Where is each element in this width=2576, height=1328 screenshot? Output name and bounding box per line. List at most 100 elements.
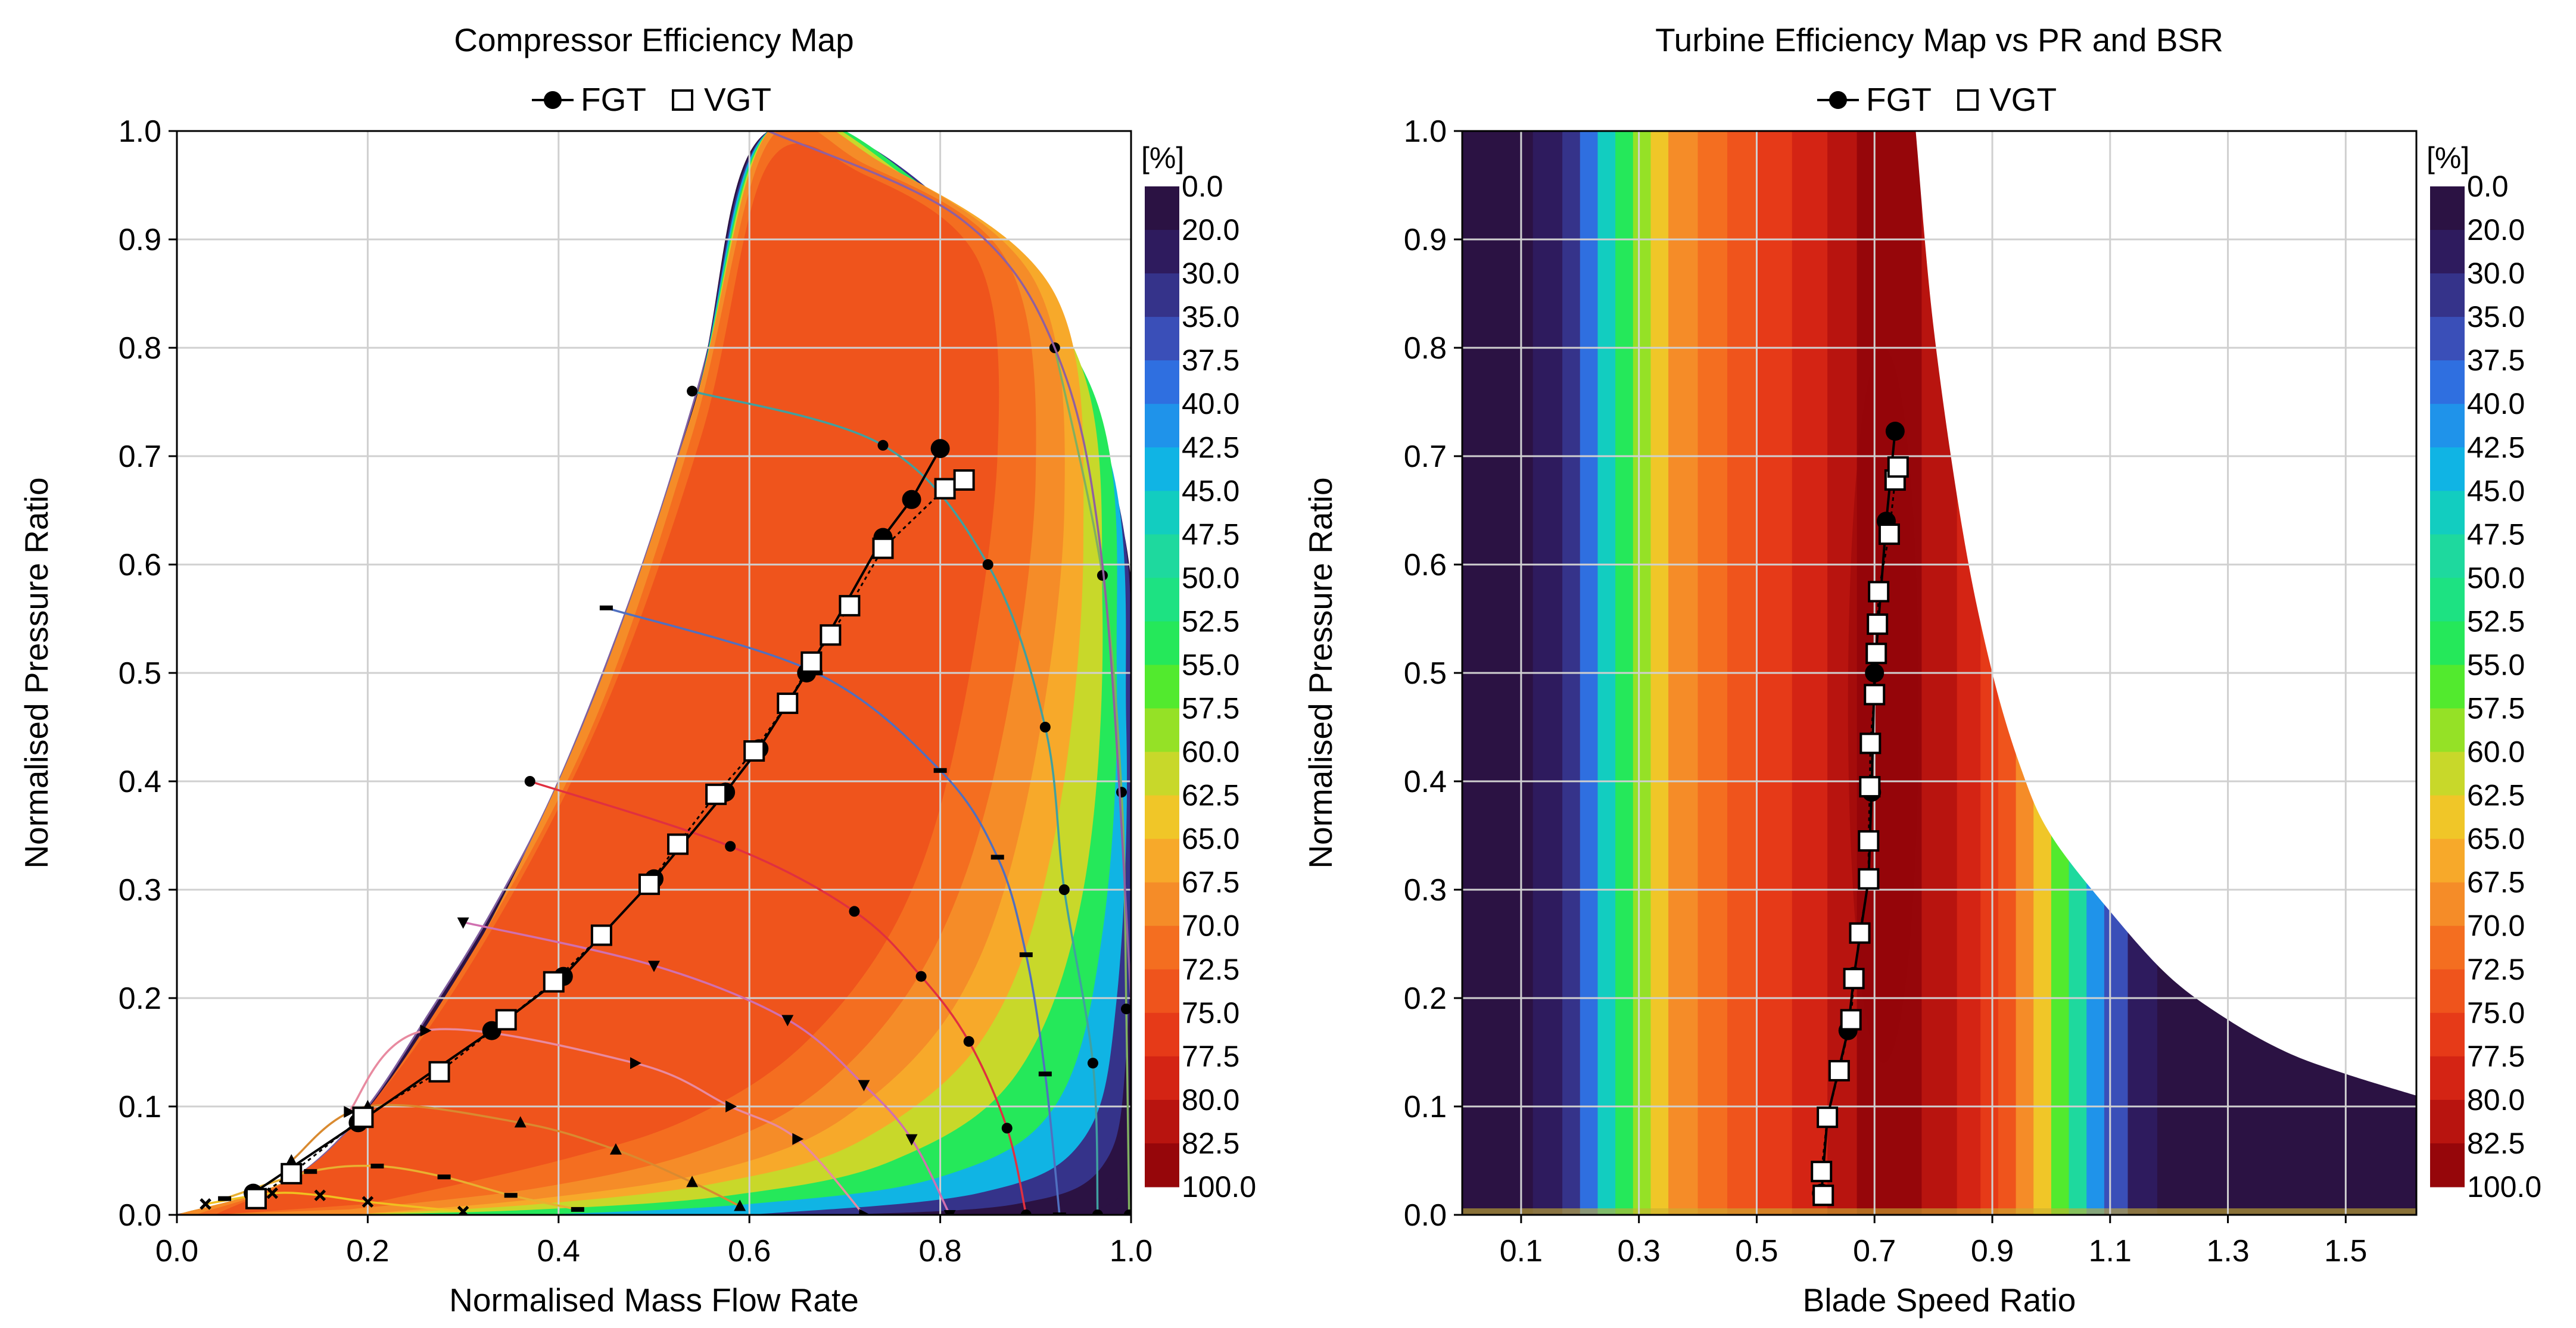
- colorbar-swatch: [1145, 317, 1179, 361]
- vgt-point: [1864, 684, 1886, 706]
- speed-line-marker: [1020, 1209, 1032, 1215]
- x-tick-label: 0.4: [537, 1234, 580, 1268]
- colorbar-swatch: [2430, 534, 2465, 578]
- colorbar-swatch: [1145, 230, 1179, 274]
- speed-line-marker: [1097, 570, 1108, 581]
- speed-line-marker: [849, 906, 860, 917]
- x-tick-label: 0.2: [346, 1234, 389, 1268]
- colorbar-swatch: [1145, 752, 1179, 796]
- colorbar-level-label: 47.5: [1182, 518, 1239, 551]
- colorbar-swatch: [2430, 621, 2465, 666]
- speed-line-marker: [1038, 1071, 1052, 1077]
- y-tick-label: 0.4: [119, 765, 161, 799]
- x-tick-label: 0.9: [1971, 1234, 2014, 1268]
- vgt-point: [820, 624, 842, 646]
- speed-line-marker: [437, 1174, 451, 1180]
- colorbar-swatch: [1145, 578, 1179, 622]
- colorbar-swatch: [2430, 317, 2465, 361]
- colorbar-level-label: 72.5: [2467, 953, 2525, 986]
- vgt-point: [777, 692, 799, 714]
- colorbar-level-label: 40.0: [1182, 387, 1239, 420]
- speed-line-marker: [1001, 1123, 1013, 1134]
- y-tick-label: 0.8: [119, 331, 161, 366]
- y-tick-label: 0.3: [119, 873, 161, 908]
- speed-line: [768, 131, 1131, 999]
- speed-line-marker: [1123, 1209, 1131, 1215]
- colorbar-level-label: 50.0: [1182, 561, 1239, 594]
- colorbar-level-label: 65.0: [1182, 822, 1239, 856]
- speed-line-marker: [963, 1036, 974, 1047]
- speed-line-marker: [1120, 1003, 1131, 1015]
- x-tick-label: 0.5: [1735, 1234, 1778, 1268]
- fgt-point: [930, 439, 950, 459]
- speed-line-marker: [370, 1164, 384, 1169]
- colorbar-level-label: 67.5: [2467, 866, 2525, 899]
- colorbar-level-label: 75.0: [2467, 996, 2525, 1030]
- colorbar-level-label: 30.0: [2467, 257, 2525, 290]
- speed-line: [348, 1028, 865, 1215]
- colorbar-level-label: 57.5: [2467, 692, 2525, 725]
- fgt-point: [1865, 663, 1885, 682]
- vgt-point: [667, 833, 689, 855]
- colorbar-level-label: 80.0: [1182, 1083, 1239, 1117]
- colorbar-level-label: 75.0: [1182, 996, 1239, 1030]
- legend-vgt-label: VGT: [1989, 81, 2057, 118]
- colorbar-swatch: [1145, 795, 1179, 840]
- y-tick-label: 0.1: [119, 1090, 161, 1124]
- y-tick-label: 1.0: [1404, 114, 1447, 149]
- y-tick-label: 0.3: [1404, 873, 1447, 908]
- compressor-panel: Compressor Efficiency Map FGT VGT 0.0 0.2…: [18, 21, 1256, 1318]
- speed-line-marker: [933, 768, 947, 773]
- colorbar-swatch: [1145, 491, 1179, 535]
- colorbar-swatch: [1145, 708, 1179, 753]
- y-tick-label: 0.8: [1404, 331, 1447, 366]
- colorbar-level-label: 45.0: [2467, 474, 2525, 507]
- colorbar-level-label: 62.5: [1182, 779, 1239, 812]
- speed-line-marker: [877, 439, 889, 451]
- vgt-point: [543, 971, 565, 993]
- vgt-point: [281, 1162, 303, 1184]
- compressor-y-label: Normalised Pressure Ratio: [18, 477, 55, 868]
- legend-fgt-marker: [544, 91, 562, 109]
- colorbar-level-label: 20.0: [2467, 213, 2525, 247]
- colorbar-swatch: [1145, 969, 1179, 1014]
- x-tick-label: 0.3: [1618, 1234, 1661, 1268]
- y-tick-label: 0.0: [1404, 1198, 1447, 1233]
- colorbar-level-label: 67.5: [1182, 866, 1239, 899]
- speed-line-marker: [362, 1196, 374, 1208]
- colorbar-level-label: 42.5: [2467, 431, 2525, 464]
- vgt-point: [1828, 1059, 1850, 1081]
- colorbar-swatch: [2430, 230, 2465, 274]
- vgt-point: [934, 478, 956, 500]
- vgt-point: [1859, 732, 1882, 755]
- turbine-legend: FGT VGT: [1817, 81, 2057, 118]
- turbine-series: [1811, 422, 1909, 1207]
- fgt-point: [1885, 422, 1905, 441]
- vgt-point: [1817, 1106, 1839, 1129]
- speed-line-marker: [1019, 952, 1033, 958]
- colorbar-swatch: [1145, 1056, 1179, 1101]
- compressor-y-ticks: 0.0 0.1 0.2 0.3 0.4 0.5 0.6 0.7 0.8 0.9 1.0: [119, 114, 177, 1233]
- x-tick-label: 1.1: [2089, 1234, 2132, 1268]
- compressor-x-ticks: 0.0 0.2 0.4 0.6 0.8 1.0: [155, 1215, 1152, 1268]
- speed-line-marker: [285, 1154, 298, 1165]
- fgt-point: [902, 490, 921, 509]
- y-tick-label: 0.6: [1404, 548, 1447, 582]
- y-tick-label: 0.4: [1404, 765, 1447, 799]
- colorbar-level-label: 55.0: [2467, 648, 2525, 681]
- speed-line-marker: [648, 961, 660, 972]
- x-tick-label: 0.6: [728, 1234, 771, 1268]
- colorbar-level-label: 52.5: [2467, 604, 2525, 638]
- colorbar-swatch: [1145, 360, 1179, 404]
- vgt-point: [428, 1061, 450, 1083]
- vgt-point: [590, 924, 612, 946]
- vgt-point: [1865, 643, 1887, 665]
- colorbar-swatch: [2430, 186, 2465, 230]
- speed-line-marker: [457, 917, 469, 929]
- no-data-region: [1915, 131, 2416, 1096]
- colorbar-level-label: 77.5: [1182, 1040, 1239, 1073]
- compressor-title: Compressor Efficiency Map: [454, 21, 854, 58]
- colorbar-level-label: 77.5: [2467, 1040, 2525, 1073]
- colorbar-level-label: 50.0: [2467, 561, 2525, 594]
- vgt-point: [1858, 830, 1880, 852]
